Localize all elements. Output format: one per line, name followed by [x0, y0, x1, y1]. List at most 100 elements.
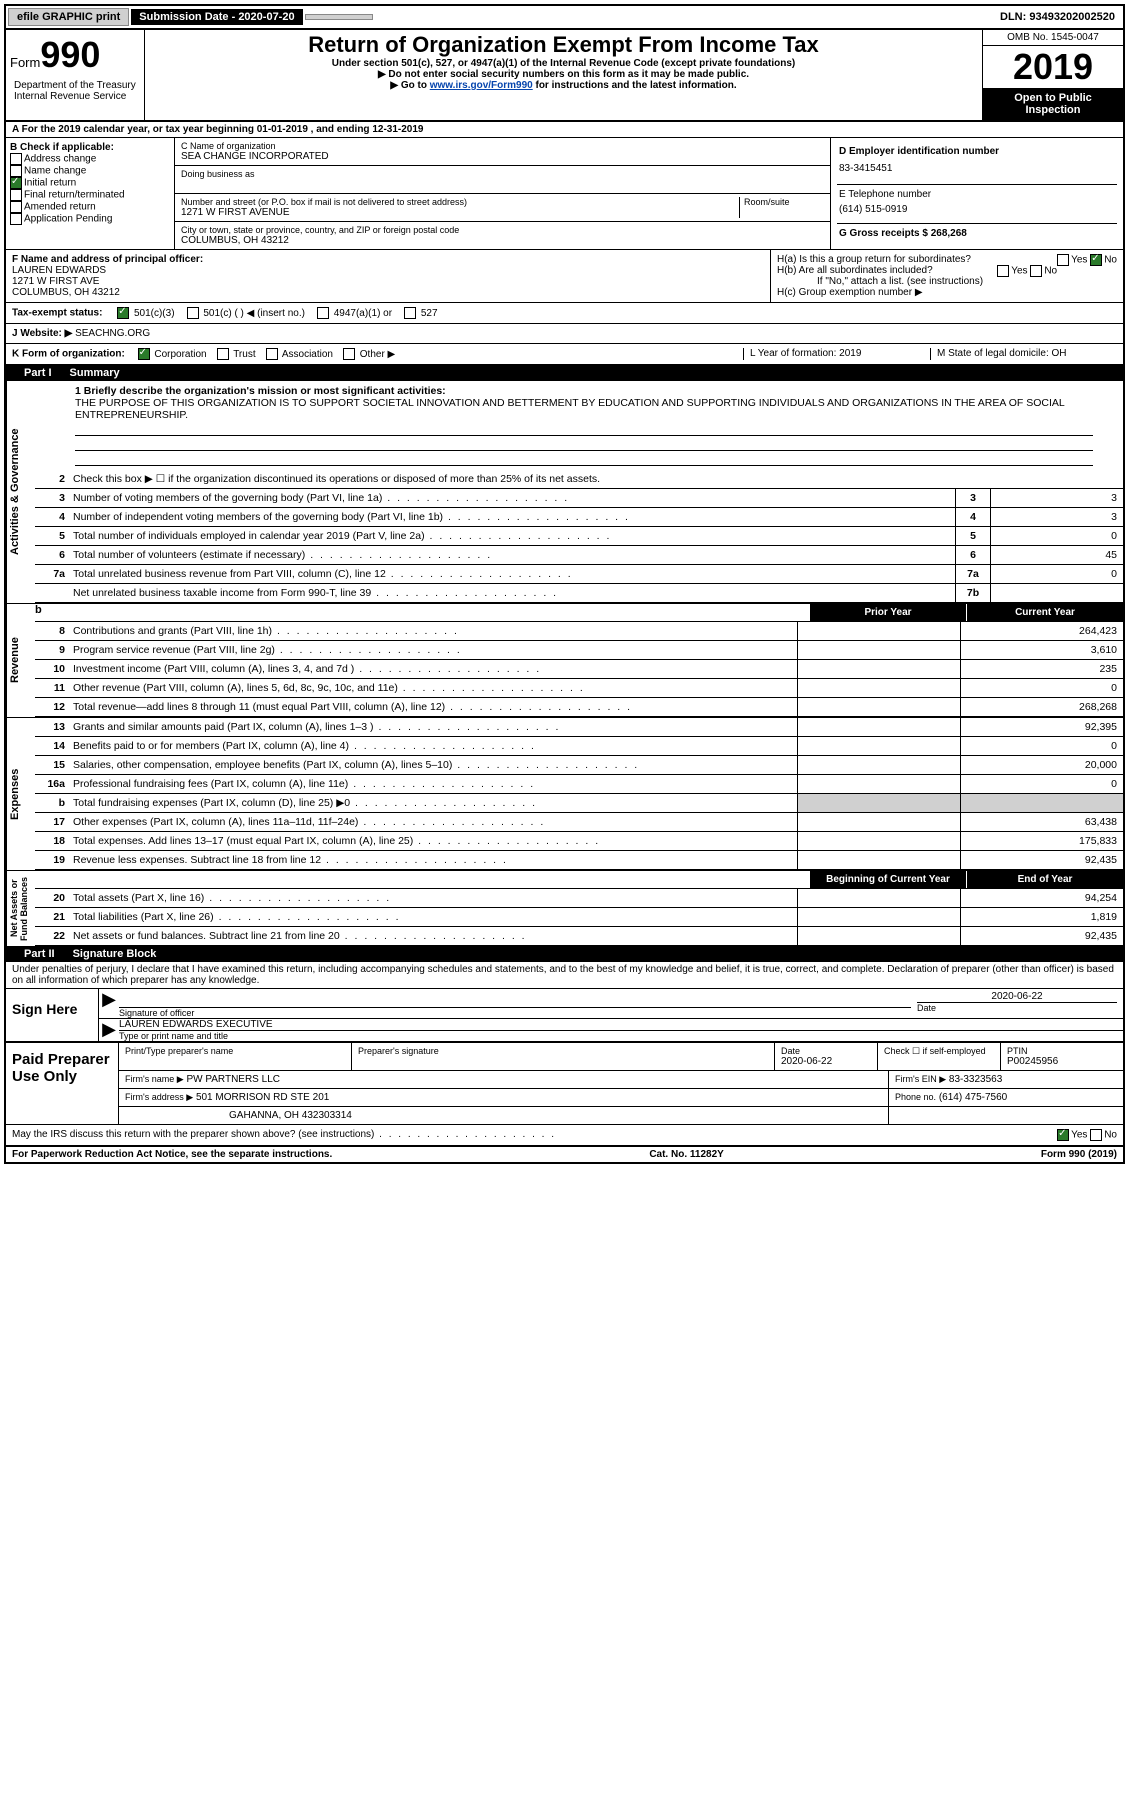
current-year-value: 92,395 [960, 718, 1123, 736]
prior-year-value [797, 622, 960, 640]
preparer-date: 2020-06-22 [781, 1056, 871, 1067]
header-row: Form990 Department of the Treasury Inter… [6, 30, 1123, 122]
financial-line: 14 Benefits paid to or for members (Part… [35, 737, 1123, 756]
line-desc: Total expenses. Add lines 13–17 (must eq… [71, 832, 797, 850]
tax-exempt-row: Tax-exempt status: 501(c)(3) 501(c) ( ) … [6, 303, 1123, 324]
ha-no-checkbox[interactable] [1090, 254, 1102, 266]
activities-governance-section: Activities & Governance 1 Briefly descri… [6, 381, 1123, 603]
sign-arrow-icon: ▶ [99, 989, 119, 1018]
blank-button[interactable] [305, 14, 373, 20]
paid-preparer-block: Paid Preparer Use Only Print/Type prepar… [6, 1043, 1123, 1125]
ha-label: H(a) Is this a group return for subordin… [777, 254, 971, 265]
street-address: 1271 W FIRST AVENUE [181, 207, 739, 218]
line-box: 6 [955, 546, 990, 564]
hb-yes-checkbox[interactable] [997, 265, 1009, 277]
line-num: 19 [35, 851, 71, 869]
col-h: H(a) Is this a group return for subordin… [771, 250, 1123, 302]
ein-field: D Employer identification number 83-3415… [837, 142, 1117, 185]
discuss-no-checkbox[interactable] [1090, 1129, 1102, 1141]
activity-line: 6 Total number of volunteers (estimate i… [35, 546, 1123, 565]
expenses-sidelabel: Expenses [6, 718, 35, 870]
prior-year-value [797, 794, 960, 812]
hb-no-checkbox[interactable] [1030, 265, 1042, 277]
colb-checkbox[interactable] [10, 177, 22, 189]
form-number: 990 [40, 34, 100, 75]
tax-exempt-checkbox[interactable] [404, 307, 416, 319]
line-num: 17 [35, 813, 71, 831]
col-b: B Check if applicable: Address changeNam… [6, 138, 175, 249]
form-org-opt-label: Association [280, 349, 333, 360]
netassets-header: Beginning of Current Year End of Year [35, 871, 1123, 889]
form-org-checkbox[interactable] [266, 348, 278, 360]
subtitle-3: ▶ Go to www.irs.gov/Form990 for instruct… [149, 80, 978, 91]
footer-cat-no: Cat. No. 11282Y [649, 1149, 723, 1160]
line-desc: Net unrelated business taxable income fr… [71, 584, 955, 602]
form-org-checkbox[interactable] [138, 348, 150, 360]
officer-addr: 1271 W FIRST AVE [12, 276, 764, 287]
line-desc: Number of independent voting members of … [71, 508, 955, 526]
current-year-value: 0 [960, 679, 1123, 697]
header-spacer: b [35, 604, 809, 621]
form-org-checkbox[interactable] [343, 348, 355, 360]
line-num: 20 [35, 889, 71, 907]
mission-block: 1 Briefly describe the organization's mi… [35, 381, 1123, 470]
colb-checkbox[interactable] [10, 153, 22, 165]
prior-year-header: Prior Year [809, 604, 966, 621]
ha-yes-checkbox[interactable] [1057, 254, 1069, 266]
line-desc: Revenue less expenses. Subtract line 18 … [71, 851, 797, 869]
city-value: COLUMBUS, OH 43212 [181, 235, 824, 246]
line-num: 22 [35, 927, 71, 945]
line-desc: Total unrelated business revenue from Pa… [71, 565, 955, 583]
current-year-value: 175,833 [960, 832, 1123, 850]
discuss-row: May the IRS discuss this return with the… [6, 1125, 1123, 1147]
org-name-label: C Name of organization [181, 141, 824, 151]
efile-print-button[interactable]: efile GRAPHIC print [8, 8, 129, 26]
footer-left: For Paperwork Reduction Act Notice, see … [12, 1149, 332, 1160]
tax-exempt-label: Tax-exempt status: [12, 308, 102, 319]
ein-value: 83-3415451 [839, 157, 1115, 180]
hb-note: If "No," attach a list. (see instruction… [777, 276, 1117, 287]
line-desc: Investment income (Part VIII, column (A)… [71, 660, 797, 678]
part-ii-label: Part II [14, 948, 65, 960]
page-footer: For Paperwork Reduction Act Notice, see … [6, 1147, 1123, 1162]
ptin-label: PTIN [1007, 1046, 1117, 1056]
financial-line: 19 Revenue less expenses. Subtract line … [35, 851, 1123, 870]
expenses-section: Expenses 13 Grants and similar amounts p… [6, 717, 1123, 870]
section-fh: F Name and address of principal officer:… [6, 250, 1123, 303]
website-label: J Website: ▶ [12, 328, 72, 339]
org-name: SEA CHANGE INCORPORATED [181, 151, 824, 162]
line-box: 7b [955, 584, 990, 602]
officer-printed-name: LAUREN EDWARDS EXECUTIVE [119, 1019, 1123, 1031]
line-desc: Total assets (Part X, line 16) [71, 889, 797, 907]
form-org-checkbox[interactable] [217, 348, 229, 360]
current-year-value: 268,268 [960, 698, 1123, 716]
tax-exempt-checkbox[interactable] [117, 307, 129, 319]
financial-line: 9 Program service revenue (Part VIII, li… [35, 641, 1123, 660]
current-year-value: 0 [960, 775, 1123, 793]
end-year-header: End of Year [966, 871, 1123, 888]
colb-checkbox[interactable] [10, 213, 22, 225]
city-field: City or town, state or province, country… [175, 222, 830, 249]
tax-exempt-checkbox[interactable] [187, 307, 199, 319]
tax-exempt-checkbox[interactable] [317, 307, 329, 319]
firm-addr: 501 MORRISON RD STE 201 [196, 1092, 329, 1103]
activity-line: 3 Number of voting members of the govern… [35, 489, 1123, 508]
tax-year: 2019 [983, 46, 1123, 88]
part-ii-header: Part II Signature Block [6, 946, 1123, 962]
instructions-link[interactable]: www.irs.gov/Form990 [430, 80, 533, 91]
financial-line: 21 Total liabilities (Part X, line 26) 1… [35, 908, 1123, 927]
colb-checkbox[interactable] [10, 201, 22, 213]
line-desc: Total number of volunteers (estimate if … [71, 546, 955, 564]
line-val [990, 584, 1123, 602]
discuss-yes-checkbox[interactable] [1057, 1129, 1069, 1141]
net-assets-sidelabel: Net Assets or Fund Balances [6, 871, 35, 946]
colb-checkbox[interactable] [10, 189, 22, 201]
ein-label: D Employer identification number [839, 146, 1115, 157]
line-num: 13 [35, 718, 71, 736]
row-a: A For the 2019 calendar year, or tax yea… [6, 122, 1123, 138]
line-desc: Professional fundraising fees (Part IX, … [71, 775, 797, 793]
form-990-page: efile GRAPHIC print Submission Date - 20… [4, 4, 1125, 1164]
preparer-sig-label: Preparer's signature [358, 1046, 768, 1056]
tax-exempt-opt-label: 4947(a)(1) or [331, 308, 392, 319]
section-bcd: B Check if applicable: Address changeNam… [6, 138, 1123, 250]
